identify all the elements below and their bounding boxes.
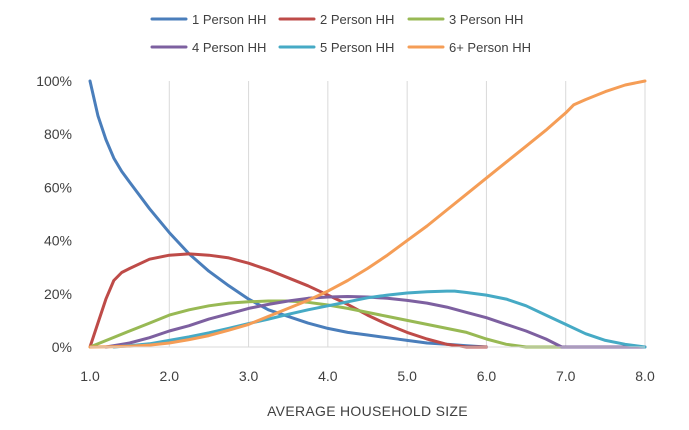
series-line-5-person-hh xyxy=(112,289,647,349)
legend-label: 3 Person HH xyxy=(449,12,523,27)
legend-item-4-person-hh: 4 Person HH xyxy=(150,40,266,55)
y-tick-label: 0% xyxy=(52,339,72,355)
series-line-2-person-hh xyxy=(88,252,488,349)
x-tick-label: 2.0 xyxy=(160,368,180,384)
y-tick-label: 20% xyxy=(44,286,72,302)
x-axis-title: AVERAGE HOUSEHOLD SIZE xyxy=(267,403,468,419)
x-axis: 1.0 2.0 3.0 4.0 5.0 6.0 7.0 8.0 xyxy=(80,368,655,384)
y-tick-label: 60% xyxy=(44,179,72,195)
x-tick-label: 4.0 xyxy=(318,368,338,384)
series-line-4-person-hh xyxy=(104,295,647,349)
y-tick-label: 80% xyxy=(44,126,72,142)
legend-label: 5 Person HH xyxy=(320,40,394,55)
legend-label: 4 Person HH xyxy=(192,40,266,55)
x-tick-label: 6.0 xyxy=(477,368,497,384)
y-tick-label: 100% xyxy=(36,73,72,89)
x-tick-label: 8.0 xyxy=(635,368,655,384)
legend-item-2-person-hh: 2 Person HH xyxy=(278,12,394,27)
y-tick-label: 40% xyxy=(44,233,72,249)
legend-label: 6+ Person HH xyxy=(449,40,531,55)
y-axis: 0% 20% 40% 60% 80% 100% xyxy=(36,73,72,355)
legend-label: 1 Person HH xyxy=(192,12,266,27)
x-tick-label: 5.0 xyxy=(397,368,417,384)
series-line-6-person-hh xyxy=(88,79,647,349)
series-line-3-person-hh xyxy=(88,299,568,349)
legend-item-1-person-hh: 1 Person HH xyxy=(150,12,266,27)
series-lines xyxy=(88,79,647,349)
series-line-1-person-hh xyxy=(88,79,488,349)
x-tick-label: 3.0 xyxy=(239,368,259,384)
legend-item-3-person-hh: 3 Person HH xyxy=(407,12,523,27)
legend-label: 2 Person HH xyxy=(320,12,394,27)
legend-item-5-person-hh: 5 Person HH xyxy=(278,40,394,55)
x-tick-label: 1.0 xyxy=(80,368,100,384)
legend-item-6-person-hh: 6+ Person HH xyxy=(407,40,531,55)
x-tick-label: 7.0 xyxy=(556,368,576,384)
legend: 1 Person HH 2 Person HH 3 Person HH 4 Perso… xyxy=(150,12,531,55)
gridlines xyxy=(168,81,646,347)
